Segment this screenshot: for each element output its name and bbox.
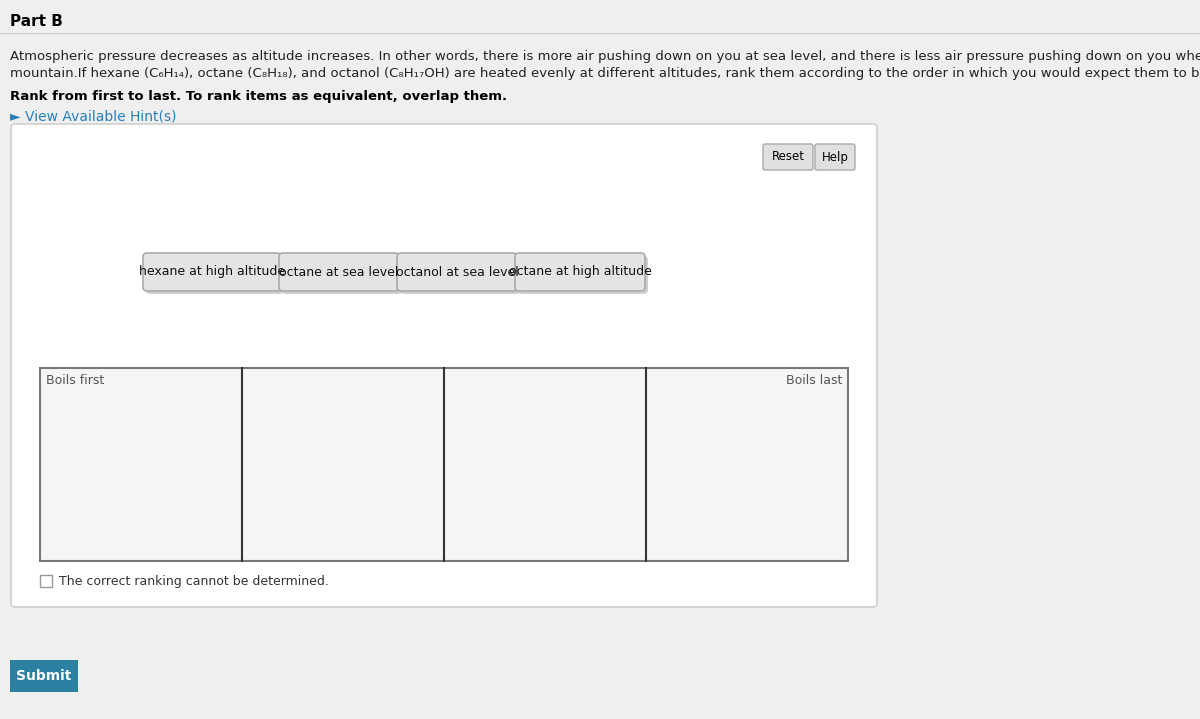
Bar — [40, 368, 848, 561]
FancyBboxPatch shape — [11, 124, 877, 607]
Bar — [40, 368, 848, 561]
FancyBboxPatch shape — [400, 256, 520, 294]
Text: mountain.If hexane (C₆H₁₄), octane (C₈H₁₈), and octanol (C₈H₁₇OH) are heated eve: mountain.If hexane (C₆H₁₄), octane (C₈H₁… — [10, 67, 1200, 80]
FancyBboxPatch shape — [10, 660, 78, 692]
Text: octanol at sea level: octanol at sea level — [396, 265, 518, 278]
Text: Reset: Reset — [772, 150, 804, 163]
Text: Help: Help — [822, 150, 848, 163]
Text: Boils last: Boils last — [786, 374, 842, 387]
FancyBboxPatch shape — [515, 253, 646, 291]
FancyBboxPatch shape — [518, 256, 648, 294]
FancyBboxPatch shape — [143, 253, 281, 291]
FancyBboxPatch shape — [146, 256, 284, 294]
Text: Rank from first to last. To rank items as equivalent, overlap them.: Rank from first to last. To rank items a… — [10, 90, 508, 103]
FancyBboxPatch shape — [763, 144, 814, 170]
Text: hexane at high altitude: hexane at high altitude — [139, 265, 286, 278]
Text: Submit: Submit — [17, 669, 72, 683]
FancyBboxPatch shape — [282, 256, 402, 294]
Text: ► View Available Hint(s): ► View Available Hint(s) — [10, 110, 176, 124]
Text: Part B: Part B — [10, 14, 62, 29]
Text: Boils first: Boils first — [46, 374, 104, 387]
Text: Atmospheric pressure decreases as altitude increases. In other words, there is m: Atmospheric pressure decreases as altitu… — [10, 50, 1200, 63]
Text: octane at high altitude: octane at high altitude — [509, 265, 652, 278]
Text: The correct ranking cannot be determined.: The correct ranking cannot be determined… — [59, 574, 329, 587]
Text: octane at sea level: octane at sea level — [280, 265, 398, 278]
FancyBboxPatch shape — [815, 144, 854, 170]
FancyBboxPatch shape — [278, 253, 398, 291]
FancyBboxPatch shape — [397, 253, 517, 291]
Bar — [40, 575, 52, 587]
